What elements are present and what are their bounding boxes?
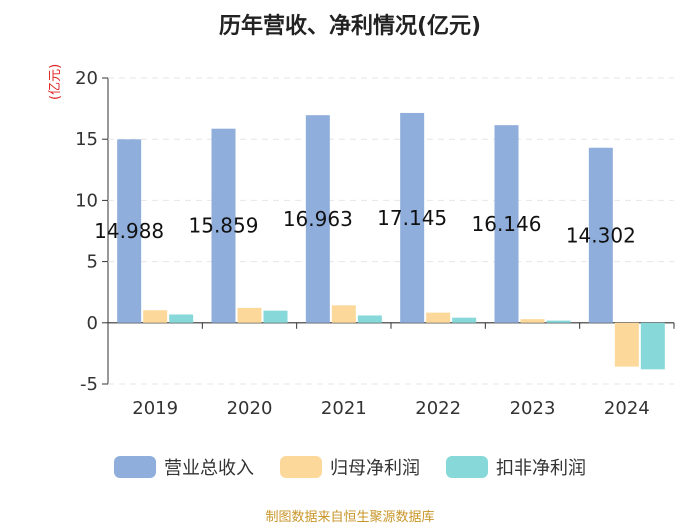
legend: 营业总收入 归母净利润 扣非净利润 bbox=[0, 454, 700, 480]
y-tick-label: 10 bbox=[75, 190, 98, 211]
revenue-bar bbox=[494, 125, 519, 323]
legend-item-deducted-profit[interactable]: 扣非净利润 bbox=[446, 454, 586, 480]
deducted-profit-bar bbox=[357, 315, 382, 323]
legend-swatch-deducted-profit bbox=[446, 456, 488, 478]
legend-swatch-net-profit bbox=[280, 456, 322, 478]
data-source-note: 制图数据来自恒生聚源数据库 bbox=[265, 510, 435, 525]
legend-label-revenue: 营业总收入 bbox=[164, 458, 254, 479]
y-tick-label: 20 bbox=[75, 68, 98, 89]
legend-item-net-profit[interactable]: 归母净利润 bbox=[280, 454, 420, 480]
revenue-bar bbox=[588, 147, 613, 323]
revenue-bar bbox=[117, 139, 142, 323]
revenue-data-label: 14.302 bbox=[566, 223, 636, 247]
x-tick-label: 2020 bbox=[227, 398, 273, 419]
legend-item-revenue[interactable]: 营业总收入 bbox=[114, 454, 254, 480]
revenue-data-label: 16.963 bbox=[283, 207, 353, 231]
deducted-profit-bar bbox=[263, 310, 288, 323]
x-tick-label: 2019 bbox=[132, 398, 178, 419]
legend-label-net-profit: 归母净利润 bbox=[330, 458, 420, 479]
chart-title: 历年营收、净利情况(亿元) bbox=[218, 14, 482, 39]
legend-swatch-revenue bbox=[114, 456, 156, 478]
net-profit-bar bbox=[237, 307, 262, 323]
revenue-bar bbox=[400, 112, 425, 323]
net-profit-bar bbox=[331, 305, 356, 323]
x-tick-label: 2021 bbox=[321, 398, 367, 419]
y-tick-label: 15 bbox=[75, 129, 98, 150]
deducted-profit-bar bbox=[452, 317, 477, 323]
revenue-data-label: 16.146 bbox=[472, 212, 542, 236]
revenue-bar bbox=[305, 115, 330, 323]
legend-label-deducted-profit: 扣非净利润 bbox=[496, 458, 586, 479]
net-profit-bar bbox=[426, 312, 451, 323]
x-tick-label: 2023 bbox=[510, 398, 556, 419]
y-tick-label: 5 bbox=[87, 252, 98, 273]
revenue-data-label: 15.859 bbox=[189, 214, 259, 238]
x-tick-label: 2024 bbox=[604, 398, 650, 419]
net-profit-bar bbox=[520, 319, 545, 323]
bar-chart: 20 15 10 5 0 -5 2019 2020 2021 2022 2023 2024 14.988… bbox=[75, 68, 675, 419]
revenue-data-label: 14.988 bbox=[94, 219, 164, 243]
revenue-data-label: 17.145 bbox=[377, 206, 447, 230]
revenue-bar bbox=[211, 128, 236, 323]
y-tick-label: -5 bbox=[80, 374, 98, 395]
deducted-profit-bar bbox=[169, 314, 194, 323]
deducted-profit-bar bbox=[640, 322, 665, 370]
y-tick-label: 0 bbox=[87, 313, 98, 334]
net-profit-bar bbox=[143, 310, 168, 323]
deducted-profit-bar bbox=[546, 320, 571, 323]
net-profit-bar bbox=[614, 322, 639, 367]
x-tick-label: 2022 bbox=[415, 398, 461, 419]
